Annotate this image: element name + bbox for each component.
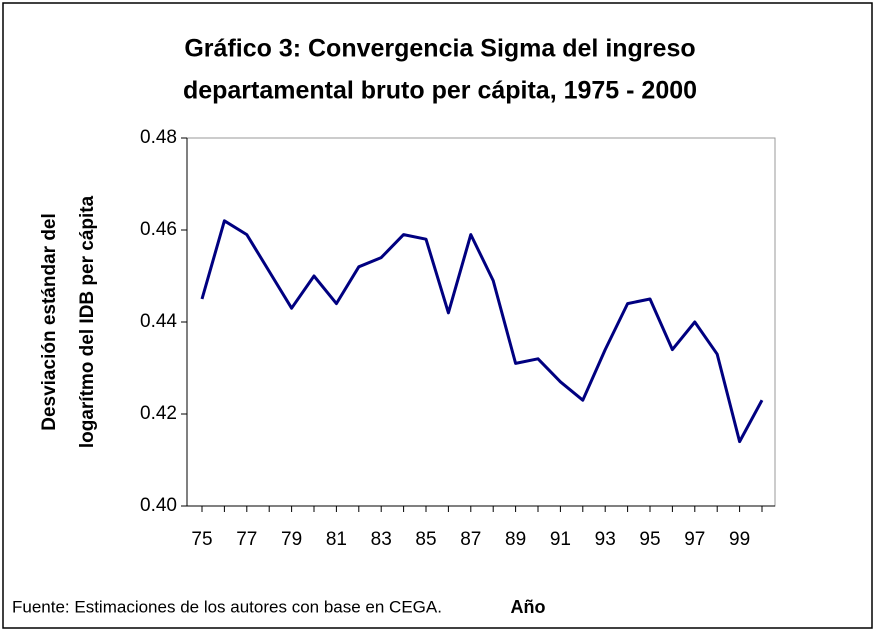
x-tick-label: 99	[729, 529, 750, 550]
x-tick-label: 75	[191, 529, 212, 550]
x-tick-label: 79	[281, 529, 302, 550]
y-tick-label: 0.48	[140, 127, 177, 148]
y-tick-label: 0.46	[140, 219, 177, 240]
chart-title: departamental bruto per cápita, 1975 - 2…	[183, 77, 697, 105]
y-axis-label-group: Desviación estándar del logarítmo del ID…	[39, 195, 98, 448]
source-note: Fuente: Estimaciones de los autores con …	[12, 597, 442, 616]
x-tick-label: 95	[639, 529, 660, 550]
x-tick-label: 97	[684, 529, 705, 550]
y-tick-label: 0.42	[140, 403, 177, 424]
x-axis-label: Año	[511, 597, 546, 617]
x-tick-label: 87	[460, 529, 481, 550]
y-tick-label: 0.40	[140, 495, 177, 516]
y-axis-label: Desviación estándar del	[39, 213, 60, 431]
x-tick-label: 77	[236, 529, 257, 550]
x-tick-label: 83	[371, 529, 392, 550]
x-tick-label: 91	[550, 529, 571, 550]
x-tick-label: 85	[415, 529, 436, 550]
x-tick-label: 81	[326, 529, 347, 550]
y-axis-label: logarítmo del IDB per cápita	[77, 195, 98, 448]
x-tick-label: 93	[595, 529, 616, 550]
data-line	[200, 219, 764, 444]
y-tick-label: 0.44	[140, 311, 177, 332]
x-tick-label: 89	[505, 529, 526, 550]
chart-title: Gráfico 3: Convergencia Sigma del ingres…	[184, 35, 695, 63]
